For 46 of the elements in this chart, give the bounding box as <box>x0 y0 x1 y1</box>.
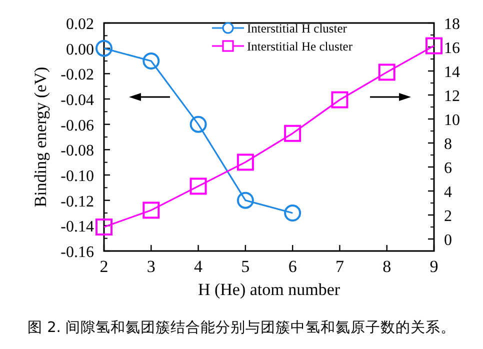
x-tick-label: 5 <box>241 257 250 276</box>
x-tick-label: 4 <box>194 257 204 276</box>
x-tick-label: 9 <box>430 257 438 276</box>
y-tick-label: 0.00 <box>66 41 94 58</box>
y-tick-label: -0.10 <box>60 168 94 185</box>
x-tick-label: 7 <box>335 257 344 276</box>
x-tick-label: 3 <box>146 257 156 276</box>
y-tick-label: -0.14 <box>60 218 94 236</box>
y2-tick-label: 10 <box>444 112 460 129</box>
point <box>96 218 112 236</box>
y-tick-label: -0.06 <box>60 117 94 134</box>
point <box>142 52 160 70</box>
y-tick-label: 0.02 <box>66 16 94 33</box>
point <box>190 178 207 195</box>
point <box>426 37 442 54</box>
y2-tick-label: 0 <box>444 232 452 249</box>
point <box>190 116 207 133</box>
point <box>378 64 396 81</box>
y-axis-title: Binding energy (eV) <box>31 66 50 208</box>
x-tick-label: 2 <box>100 257 108 276</box>
y-tick-label: -0.12 <box>60 193 94 210</box>
point <box>331 91 348 108</box>
legend-label: Interstitial H cluster <box>247 22 348 36</box>
x-tick-label: 8 <box>382 257 392 276</box>
legend-label: Interstitial He cluster <box>247 40 354 54</box>
y2-tick-label: 2 <box>444 208 452 225</box>
point <box>284 204 302 222</box>
x-tick-label: 6 <box>288 257 297 276</box>
y2-tick-label: 14 <box>444 64 460 81</box>
y-tick-label: -0.04 <box>60 92 94 109</box>
point <box>284 124 302 142</box>
y-tick-label: -0.16 <box>60 244 94 261</box>
y2-tick-label: 12 <box>444 88 460 105</box>
y2-tick-label: 6 <box>444 160 452 177</box>
point <box>96 40 112 57</box>
caption: 图 2. 间隙氢和氦团簇结合能分别与团簇中氢和氦原子数的关系。 <box>27 319 456 336</box>
y-tick-label: -0.02 <box>60 66 94 84</box>
y2-tick-label: 4 <box>444 184 452 201</box>
point <box>236 154 254 171</box>
point <box>142 202 160 219</box>
y2-tick-label: 18 <box>444 16 460 33</box>
y-tick-label: -0.08 <box>60 142 94 160</box>
y2-tick-label: 16 <box>444 40 460 57</box>
y2-tick-label: 8 <box>444 136 452 153</box>
x-axis-title: H (He) atom number <box>198 280 340 299</box>
point <box>236 192 254 209</box>
